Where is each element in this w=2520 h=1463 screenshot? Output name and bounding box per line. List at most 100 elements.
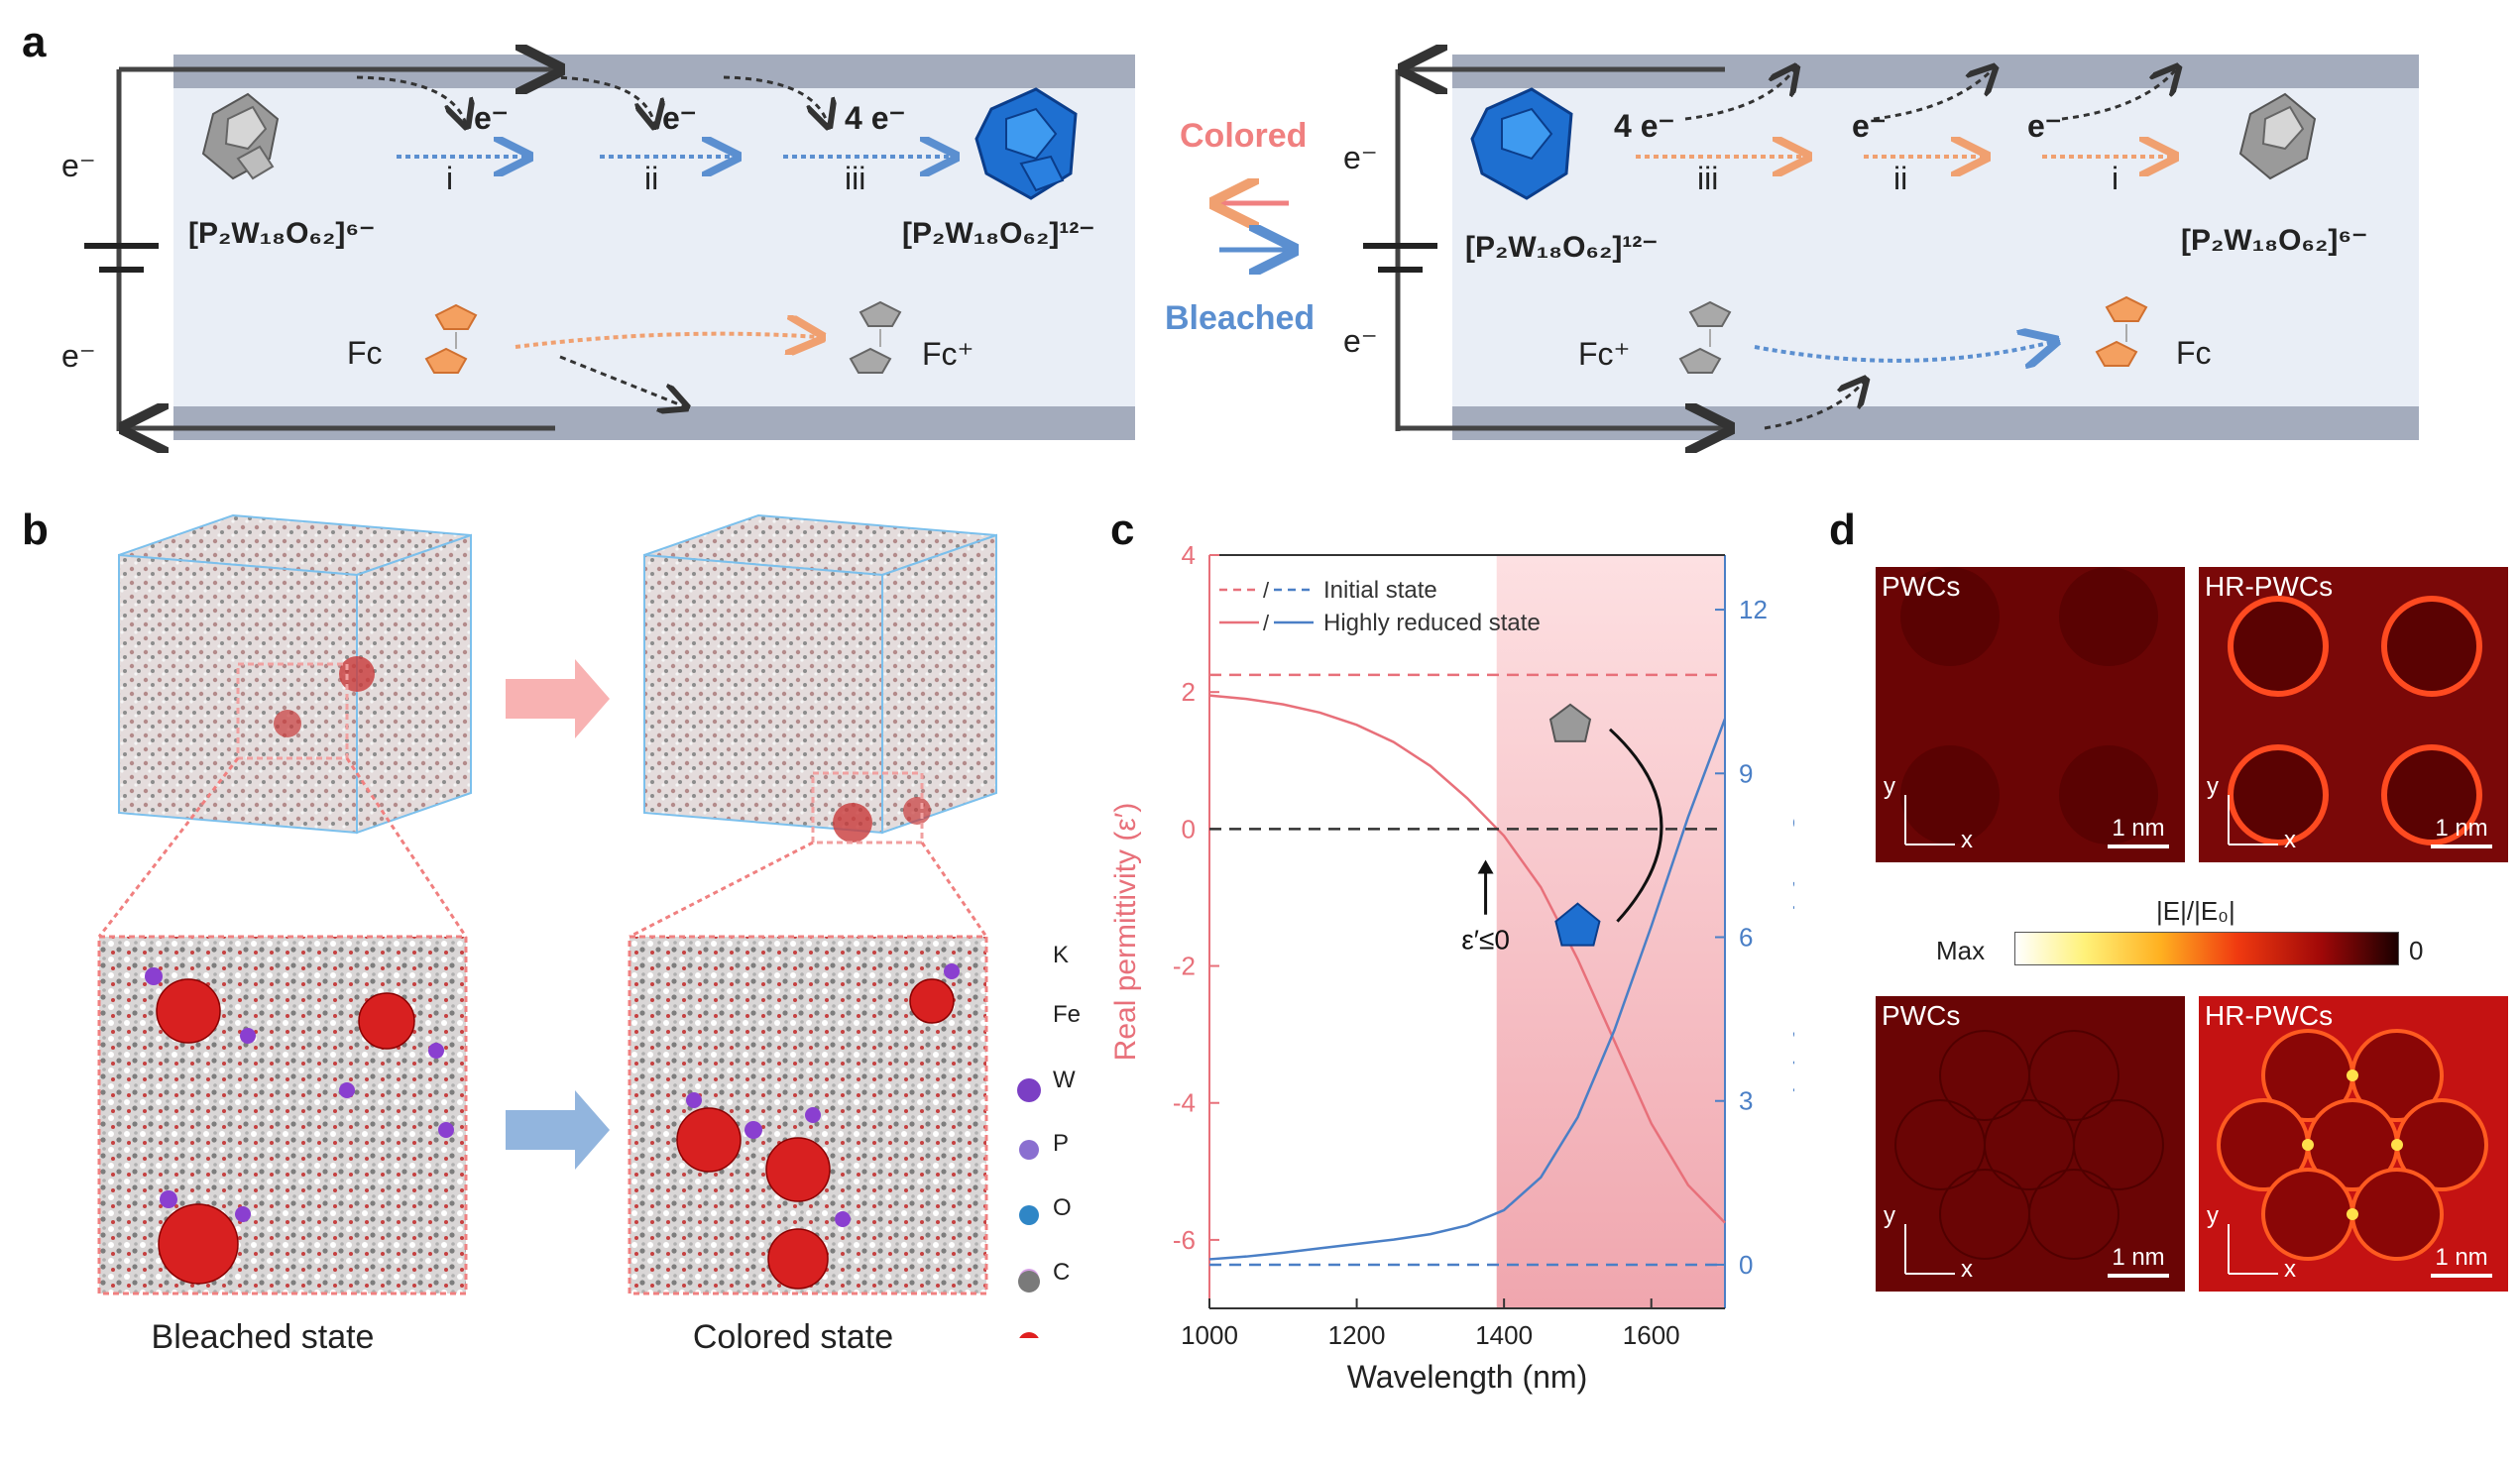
legend-marker: / xyxy=(1263,578,1270,603)
ferrocenium-label: Fc⁺ xyxy=(1578,336,1631,372)
scale-bar: 1 nm xyxy=(2108,815,2169,848)
ferrocene-icon xyxy=(424,303,478,374)
legend-label: P xyxy=(1053,1130,1070,1157)
annotation-arrow-head xyxy=(1477,859,1494,874)
legend-label-reduced: Highly reduced state xyxy=(1323,610,1541,636)
y-right-tick-label: 3 xyxy=(1739,1086,1753,1116)
y-left-tick-label: 0 xyxy=(1182,814,1196,844)
shaded-region xyxy=(1496,555,1725,1308)
electron-label: e⁻ xyxy=(61,338,96,374)
x-axis-title: Wavelength (nm) xyxy=(1347,1359,1587,1395)
step-electron: 4 e⁻ xyxy=(1614,108,1675,144)
step-roman: iii xyxy=(1697,161,1719,196)
field-map-title: PWCs xyxy=(1882,571,1961,602)
element-legend xyxy=(1017,1078,1041,1289)
field-map-title: HR-PWCs xyxy=(2205,571,2334,602)
axis-y: y xyxy=(2207,1202,2219,1229)
legend-label: W xyxy=(1053,1067,1076,1093)
step-roman: iii xyxy=(845,161,866,196)
legend-dot-c xyxy=(1018,1271,1040,1293)
electron-label: e⁻ xyxy=(1343,323,1378,359)
field-map-hrpwcs-top: HR-PWCs y x 1 nm xyxy=(2199,567,2508,862)
scale-bar: 1 nm xyxy=(2431,1244,2492,1278)
legend-label: C xyxy=(1053,1259,1071,1286)
ferrocene-label: Fc xyxy=(2176,335,2212,371)
polyoxometalate-oxidized-label: [P₂W₁₈O₆₂]⁶⁻ xyxy=(2181,224,2368,257)
y-right-axis-title: Imaginary permittivity (ε″) xyxy=(1792,765,1794,1098)
ferrocene-icon-right xyxy=(2095,295,2148,367)
polyoxometalate-oxidized-icon-right xyxy=(2238,92,2317,180)
y-right-tick-label: 9 xyxy=(1739,758,1753,788)
step-electron: 4 e⁻ xyxy=(845,100,906,136)
step-electron: e⁻ xyxy=(474,100,509,136)
field-map-pwcs-top: PWCs y x 1 nm xyxy=(1876,567,2185,862)
caption-colored: Colored state xyxy=(692,1318,894,1356)
caption-bleached: Bleached state xyxy=(151,1318,375,1356)
colorbar-max-label: Max xyxy=(1936,936,1986,965)
colorbar-title: |E|/|E₀| xyxy=(2156,896,2235,926)
panel-a-diagram xyxy=(84,0,2419,476)
step-roman: ii xyxy=(1893,161,1908,196)
y-right-tick-label: 0 xyxy=(1739,1250,1753,1280)
electron-label: e⁻ xyxy=(61,148,96,183)
curved-arrow xyxy=(1608,728,1663,923)
polyoxometalate-reduced-label: [P₂W₁₈O₆₂]¹²⁻ xyxy=(1465,231,1659,264)
polyoxometalate-oxidized-icon xyxy=(1548,703,1592,742)
y-right-tick-label: 12 xyxy=(1739,595,1768,624)
polyoxometalate-reduced-label: [P₂W₁₈O₆₂]¹²⁻ xyxy=(902,217,1095,250)
x-tick-label: 1400 xyxy=(1475,1320,1533,1350)
axis-x: x xyxy=(2284,1256,2296,1283)
series-line-3 xyxy=(1208,718,1727,1261)
polyoxometalate-oxidized-label: [P₂W₁₈O₆₂]⁶⁻ xyxy=(188,217,376,250)
ferrocene-label: Fc xyxy=(347,335,383,371)
colorbar-min-label: 0 xyxy=(2409,936,2424,965)
field-map-title: PWCs xyxy=(1882,1000,1961,1031)
field-map-title: HR-PWCs xyxy=(2205,1000,2334,1031)
step-roman: ii xyxy=(644,161,659,196)
ferrocenium-icon-right xyxy=(1678,300,1732,374)
permittivity-chart: 1000 1200 1400 1600 4 2 0 -2 -4 -6 0 3 6 9 12 Wavelengt… xyxy=(1109,540,1794,1395)
polyoxometalate-reduced-icon xyxy=(1554,902,1601,947)
legend-label-initial: Initial state xyxy=(1323,577,1437,604)
step-roman: i xyxy=(2112,161,2119,196)
colorbar xyxy=(2014,932,2399,965)
y-right-tick-label: 6 xyxy=(1739,923,1753,953)
axis-x: x xyxy=(2284,827,2296,853)
axis-y: y xyxy=(1884,1202,1895,1229)
legend-label: K xyxy=(1053,942,1070,968)
scale-bar: 1 nm xyxy=(2431,815,2492,848)
axis-x: x xyxy=(1961,827,1973,853)
bleached-label: Bleached xyxy=(1165,299,1316,337)
ferrocenium-icon xyxy=(849,300,902,374)
y-left-tick-label: 2 xyxy=(1182,677,1196,707)
annotation-text: ε′≤0 xyxy=(1461,924,1510,955)
series-line-2 xyxy=(1208,694,1726,1224)
ferrocenium-label: Fc⁺ xyxy=(922,336,974,372)
panel-label-d: d xyxy=(1829,506,1856,554)
axis-y: y xyxy=(1884,773,1895,800)
polyoxometalate-reduced-icon xyxy=(974,87,1078,200)
electron-label: e⁻ xyxy=(1343,140,1378,175)
step-electron: e⁻ xyxy=(2027,108,2062,144)
colored-label: Colored xyxy=(1180,117,1308,155)
axis-x: x xyxy=(1961,1256,1973,1283)
step-roman: i xyxy=(446,161,454,196)
y-left-tick-label: -4 xyxy=(1173,1088,1196,1118)
x-tick-label: 1200 xyxy=(1328,1320,1386,1350)
field-map-hrpwcs-bottom: HR-PWCs y x 1 nm xyxy=(2199,996,2508,1292)
polyoxometalate-oxidized-icon xyxy=(201,92,280,180)
y-left-tick-label: -6 xyxy=(1173,1225,1196,1255)
field-map-pwcs-bottom: PWCs y x 1 nm xyxy=(1876,996,2185,1292)
panel-label-a: a xyxy=(22,18,47,66)
legend-label: O xyxy=(1053,1194,1072,1221)
legend-label: Fe xyxy=(1053,1001,1082,1028)
legend-marker: / xyxy=(1263,611,1270,635)
step-electron: e⁻ xyxy=(662,100,697,136)
axis-y: y xyxy=(2207,773,2219,800)
x-tick-label: 1000 xyxy=(1181,1320,1238,1350)
panel-label-b: b xyxy=(22,506,49,554)
y-left-axis-title: Real permittivity (ε′) xyxy=(1109,803,1142,1062)
x-tick-label: 1600 xyxy=(1623,1320,1680,1350)
panel-b-simulation xyxy=(97,513,1041,1338)
polyoxometalate-reduced-icon-right xyxy=(1470,87,1573,200)
